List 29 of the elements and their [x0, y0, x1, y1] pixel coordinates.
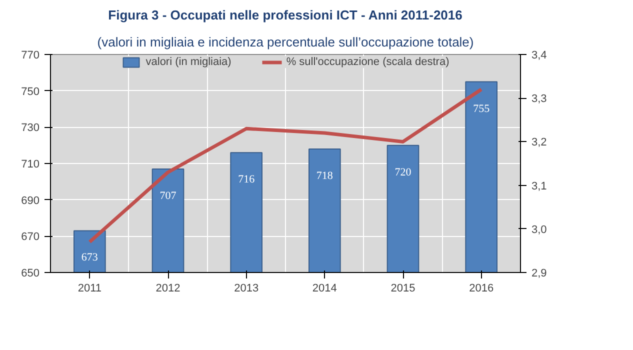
chart-subtitle: (valori in migliaia e incidenza percentuale sull’occupazione totale): [97, 34, 474, 50]
y2-tick-label: 3,3: [532, 93, 547, 106]
x-tick-label: 2012: [156, 282, 180, 294]
legend-label: % sull'occupazione (scala destra): [286, 56, 450, 68]
y2-tick-label: 3,1: [532, 180, 547, 192]
y-tick-label: 730: [21, 122, 40, 134]
y2-tick-label: 3,2: [532, 136, 547, 149]
y-tick-label: 650: [21, 268, 40, 280]
x-tick-label: 2015: [390, 282, 416, 294]
y-tick-label: 670: [21, 231, 40, 244]
data-label: 716: [238, 174, 256, 186]
data-label: 718: [316, 170, 334, 182]
y2-tick-label: 3,0: [532, 224, 547, 236]
y-tick-label: 710: [21, 158, 40, 170]
data-label: 707: [160, 190, 177, 202]
y2-tick-label: 2,9: [532, 268, 547, 280]
data-label: 755: [473, 102, 490, 115]
y-tick-label: 690: [21, 194, 40, 207]
data-label: 720: [394, 166, 412, 178]
data-label: 673: [81, 252, 98, 264]
x-tick-label: 2011: [78, 282, 102, 294]
chart-title: Figura 3 - Occupati nelle professioni ICT - Anni 2011-2016: [108, 8, 462, 22]
y-tick-label: 770: [21, 50, 40, 62]
x-tick-label: 2013: [234, 282, 259, 294]
legend-label: valori (in migliaia): [146, 56, 232, 68]
y-tick-label: 750: [21, 86, 40, 98]
y2-tick-label: 3,4: [532, 50, 547, 62]
x-tick-label: 2016: [469, 282, 494, 294]
x-tick-label: 2014: [312, 282, 337, 294]
